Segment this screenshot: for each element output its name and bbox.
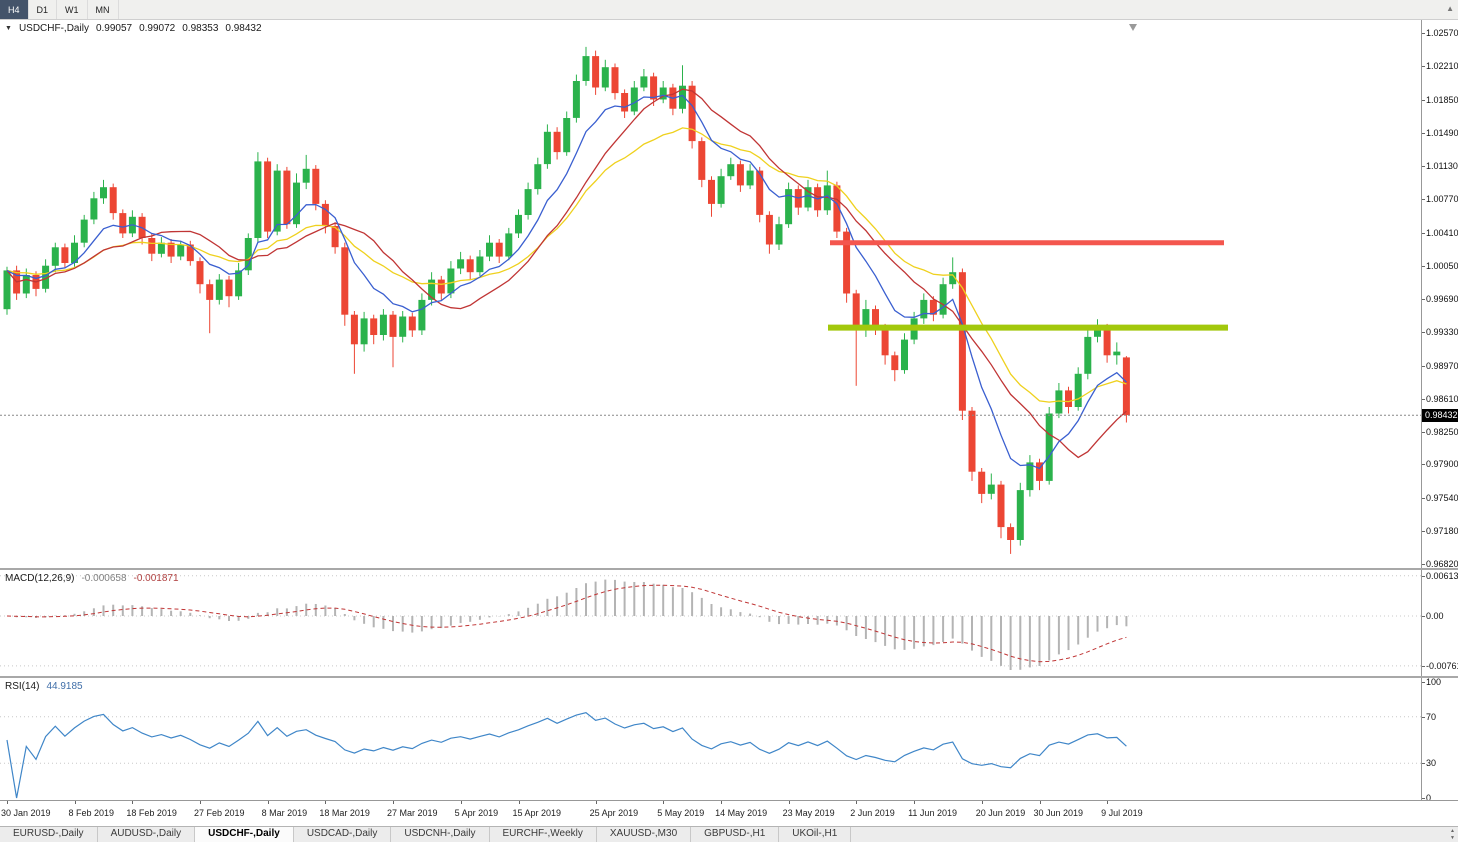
price-axis-label: 1.00050 xyxy=(1426,260,1458,271)
chart-tab-xauusd-m30[interactable]: XAUUSD-,M30 xyxy=(597,827,692,842)
macd-axis-label: 0.00 xyxy=(1426,611,1444,621)
time-axis-label: 20 Jun 2019 xyxy=(975,808,1026,818)
timeframe-buttons: H4 D1 W1 MN xyxy=(0,0,119,19)
chart-tab-usdcnh-daily[interactable]: USDCNH-,Daily xyxy=(391,827,490,842)
rsi-axis-label: 70 xyxy=(1426,711,1437,722)
price-axis-label: 1.00770 xyxy=(1426,194,1458,205)
time-axis-label: 27 Feb 2019 xyxy=(194,808,245,818)
price-axis-label: 1.02570 xyxy=(1426,28,1458,38)
macd-plot[interactable] xyxy=(0,570,1421,676)
candles xyxy=(3,46,1130,554)
tab-scroll-up-icon[interactable]: ▲ xyxy=(1450,828,1455,834)
time-axis[interactable]: 30 Jan 2019 8 Feb 2019 18 Feb 2019 27 Feb 2… xyxy=(0,800,1458,826)
price-chart-plot[interactable] xyxy=(0,20,1421,568)
macd-histogram xyxy=(15,579,1128,670)
macd-main-value: -0.000658 xyxy=(81,573,127,584)
macd-signal-value: -0.001871 xyxy=(133,573,179,584)
chart-tab-eurchf-weekly[interactable]: EURCHF-,Weekly xyxy=(490,827,597,842)
time-axis-label: 5 May 2019 xyxy=(657,808,705,818)
price-axis-label: 0.98250 xyxy=(1426,427,1458,437)
timeframe-toolbar: H4 D1 W1 MN ▲ xyxy=(0,0,1458,20)
rsi-label: RSI(14) xyxy=(5,681,40,692)
time-axis-label: 14 May 2019 xyxy=(715,808,768,818)
chart-tab-eurusd-daily[interactable]: EURUSD-,Daily xyxy=(0,827,98,842)
high-value: 0.99072 xyxy=(139,23,176,34)
time-axis-label: 2 Jun 2019 xyxy=(850,808,895,818)
time-axis-label: 23 May 2019 xyxy=(782,808,835,818)
price-axis-label: 0.97540 xyxy=(1426,492,1458,503)
chart-tab-ukoil-h1[interactable]: UKOil-,H1 xyxy=(779,827,852,842)
ma-mid-line xyxy=(6,88,1127,459)
macd-axis: 0.00613 0.00 -0.0076125 xyxy=(1421,570,1458,676)
rsi-pane-splitter[interactable] xyxy=(0,676,1458,678)
price-axis-label: 0.97900 xyxy=(1426,459,1458,470)
tab-scroll-down-icon[interactable]: ▼ xyxy=(1450,835,1455,841)
time-axis-label: 30 Jan 2019 xyxy=(1,808,51,818)
price-axis-label: 0.97180 xyxy=(1426,525,1458,536)
timeframe-w1-button[interactable]: W1 xyxy=(57,0,88,19)
rsi-axis-label: 30 xyxy=(1426,758,1437,769)
timeframe-h4-button[interactable]: H4 xyxy=(0,0,29,19)
chart-tab-audusd-daily[interactable]: AUDUSD-,Daily xyxy=(98,827,196,842)
time-axis-label: 25 Apr 2019 xyxy=(589,808,639,818)
price-axis-label: 1.00410 xyxy=(1426,227,1458,238)
toolbar-scroll-up-icon[interactable]: ▲ xyxy=(1446,4,1454,13)
time-axis-label: 9 Jul 2019 xyxy=(1101,808,1143,818)
time-axis-label: 8 Mar 2019 xyxy=(261,808,308,818)
chart-tabs: EURUSD-,Daily AUDUSD-,Daily USDCHF-,Daily U… xyxy=(0,827,1458,842)
rsi-axis-label: 100 xyxy=(1426,678,1442,687)
ma-fast-line xyxy=(6,94,1127,470)
chart-tab-usdchf-daily[interactable]: USDCHF-,Daily xyxy=(195,827,294,842)
rsi-axis-label: 0 xyxy=(1426,793,1432,800)
chart-shift-marker[interactable] xyxy=(1129,24,1137,31)
ma-slow-line xyxy=(6,127,1127,403)
macd-signal-line xyxy=(6,584,1127,663)
macd-axis-label: -0.0076125 xyxy=(1426,660,1458,671)
price-axis-label: 1.01490 xyxy=(1426,127,1458,138)
price-axis-label: 0.96820 xyxy=(1426,559,1458,568)
time-axis-label: 15 Apr 2019 xyxy=(512,808,562,818)
price-pane: ▼ USDCHF-,Daily 0.99057 0.99072 0.98353 … xyxy=(0,20,1458,568)
macd-pane: MACD(12,26,9) -0.000658 -0.001871 0.0061… xyxy=(0,570,1458,676)
time-axis-label: 11 Jun 2019 xyxy=(908,808,957,818)
chart-tab-gbpusd-h1[interactable]: GBPUSD-,H1 xyxy=(691,827,780,842)
price-axis-label: 1.01850 xyxy=(1426,94,1458,105)
price-axis-label: 0.99330 xyxy=(1426,327,1458,338)
time-axis-label: 30 Jun 2019 xyxy=(1033,808,1084,818)
macd-label: MACD(12,26,9) xyxy=(5,573,75,584)
price-axis-label: 1.01130 xyxy=(1426,161,1458,171)
rsi-header: RSI(14) 44.9185 xyxy=(5,681,83,692)
rsi-line xyxy=(6,712,1127,799)
time-axis-label: 8 Feb 2019 xyxy=(68,808,115,818)
price-axis-label: 0.98970 xyxy=(1426,360,1458,371)
collapse-arrow-icon[interactable]: ▼ xyxy=(5,25,12,32)
symbol-timeframe-label: USDCHF-,Daily xyxy=(18,23,89,34)
macd-axis-label: 0.00613 xyxy=(1426,570,1458,581)
chart-tab-usdcad-daily[interactable]: USDCAD-,Daily xyxy=(294,827,392,842)
price-axis-label: 0.99690 xyxy=(1426,294,1458,304)
open-value: 0.99057 xyxy=(95,23,133,34)
price-axis[interactable]: 1.02570 1.02210 1.01850 1.01490 1.01130 1.007… xyxy=(1421,20,1458,568)
timeframe-d1-button[interactable]: D1 xyxy=(29,0,58,19)
macd-header: MACD(12,26,9) -0.000658 -0.001871 xyxy=(5,573,179,584)
rsi-axis: 100 70 30 0 xyxy=(1421,678,1458,800)
rsi-plot[interactable] xyxy=(0,678,1421,800)
time-axis-label: 27 Mar 2019 xyxy=(387,808,438,818)
price-axis-label: 1.02210 xyxy=(1426,61,1458,72)
time-axis-label: 18 Mar 2019 xyxy=(319,808,370,818)
tab-scroll-buttons: ▲ ▼ xyxy=(1450,828,1455,842)
chart-tabs-bar: EURUSD-,Daily AUDUSD-,Daily USDCHF-,Daily U… xyxy=(0,826,1458,842)
time-axis-label: 5 Apr 2019 xyxy=(454,808,499,818)
close-value: 0.98432 xyxy=(225,23,262,34)
price-axis-label: 0.98610 xyxy=(1426,393,1458,404)
current-price-badge: 0.98432 xyxy=(1422,408,1458,422)
chart-ohlc-header: ▼ USDCHF-,Daily 0.99057 0.99072 0.98353 … xyxy=(5,23,262,34)
rsi-value: 44.9185 xyxy=(46,681,83,692)
time-axis-label: 18 Feb 2019 xyxy=(126,808,177,818)
timeframe-mn-button[interactable]: MN xyxy=(88,0,119,19)
rsi-pane: RSI(14) 44.9185 100 70 30 0 xyxy=(0,678,1458,800)
macd-pane-splitter[interactable] xyxy=(0,568,1458,570)
low-value: 0.98353 xyxy=(182,23,219,34)
